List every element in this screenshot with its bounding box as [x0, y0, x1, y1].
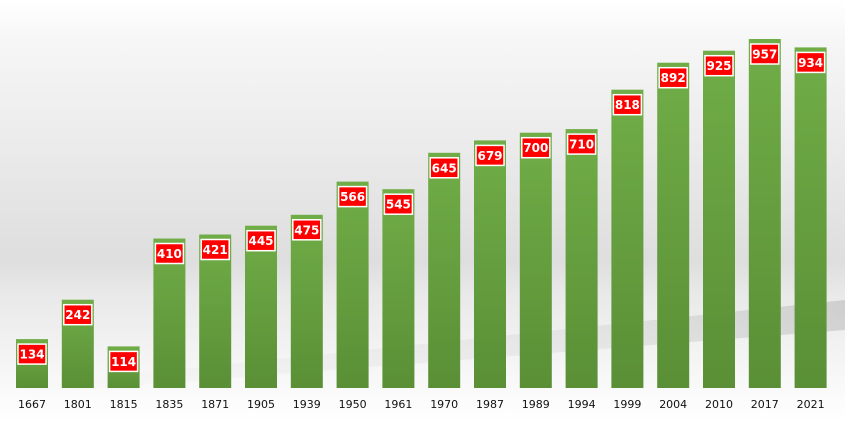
value-label-box — [200, 238, 230, 261]
value-label-box — [108, 350, 139, 373]
x-tick-label: 2017 — [751, 398, 779, 411]
bars-group — [16, 39, 827, 389]
value-label-box — [154, 242, 185, 265]
bar — [428, 152, 461, 388]
x-tick-label: 1987 — [476, 398, 504, 411]
value-label: 134 — [19, 348, 44, 362]
bar — [290, 214, 323, 388]
bar — [657, 62, 690, 388]
x-tick-label: 1939 — [293, 398, 321, 411]
value-label-box — [429, 157, 459, 179]
value-label: 934 — [798, 56, 823, 70]
value-label-box — [704, 54, 734, 77]
value-label-box — [292, 219, 322, 241]
x-tick-label: 1989 — [522, 398, 550, 411]
bar — [703, 50, 735, 388]
x-tick-label: 1871 — [201, 398, 229, 411]
value-label: 445 — [248, 234, 273, 248]
value-label-box — [475, 144, 505, 167]
bar — [382, 189, 415, 388]
x-tick-label: 1961 — [384, 398, 412, 411]
bar — [245, 225, 277, 388]
x-tick-label: 1950 — [339, 398, 367, 411]
bar — [336, 181, 369, 388]
value-label-box — [658, 66, 688, 89]
value-label: 818 — [615, 98, 640, 112]
value-label: 545 — [386, 198, 411, 212]
x-axis-ticks: 1667 1801 1815 1835 1871 1905 1939 1950 1961 1970… — [18, 398, 825, 411]
value-label: 114 — [111, 355, 136, 369]
value-label: 957 — [752, 48, 777, 62]
x-tick-label: 1970 — [430, 398, 458, 411]
x-tick-label: 1835 — [155, 398, 183, 411]
value-label: 892 — [661, 71, 686, 85]
value-label-box — [566, 133, 597, 155]
value-label-box — [750, 43, 780, 65]
value-label: 645 — [432, 161, 457, 175]
value-label: 410 — [157, 247, 182, 261]
value-label-box — [337, 185, 368, 208]
value-label: 679 — [477, 149, 502, 163]
x-tick-label: 1999 — [613, 398, 641, 411]
value-label-box — [63, 303, 93, 326]
x-tick-label: 1801 — [64, 398, 92, 411]
x-tick-label: 1667 — [18, 398, 46, 411]
bar — [565, 129, 598, 388]
value-label: 925 — [706, 59, 731, 73]
x-tick-label: 1994 — [568, 398, 596, 411]
x-tick-label: 1905 — [247, 398, 275, 411]
value-label-box — [383, 193, 414, 215]
value-label-box — [17, 343, 47, 365]
value-label-box — [795, 51, 826, 74]
value-label: 566 — [340, 190, 365, 204]
bar — [474, 140, 506, 388]
x-tick-label: 2004 — [659, 398, 687, 411]
x-tick-label: 2021 — [797, 398, 825, 411]
value-labels-group: 134 242 114 410 421 445 475 566 545 645 679 700 710 8… — [17, 43, 826, 373]
bar — [794, 47, 827, 389]
bar — [748, 39, 781, 388]
bar — [519, 132, 552, 388]
value-label-box — [521, 136, 551, 159]
bar — [611, 89, 644, 388]
value-label: 710 — [569, 138, 594, 152]
value-label: 421 — [203, 243, 228, 257]
value-label: 700 — [523, 141, 548, 155]
value-label-box — [612, 93, 643, 116]
value-label-box — [246, 229, 276, 252]
x-tick-label: 2010 — [705, 398, 733, 411]
x-tick-label: 1815 — [110, 398, 138, 411]
value-label: 242 — [65, 308, 90, 322]
value-label: 475 — [294, 223, 319, 237]
